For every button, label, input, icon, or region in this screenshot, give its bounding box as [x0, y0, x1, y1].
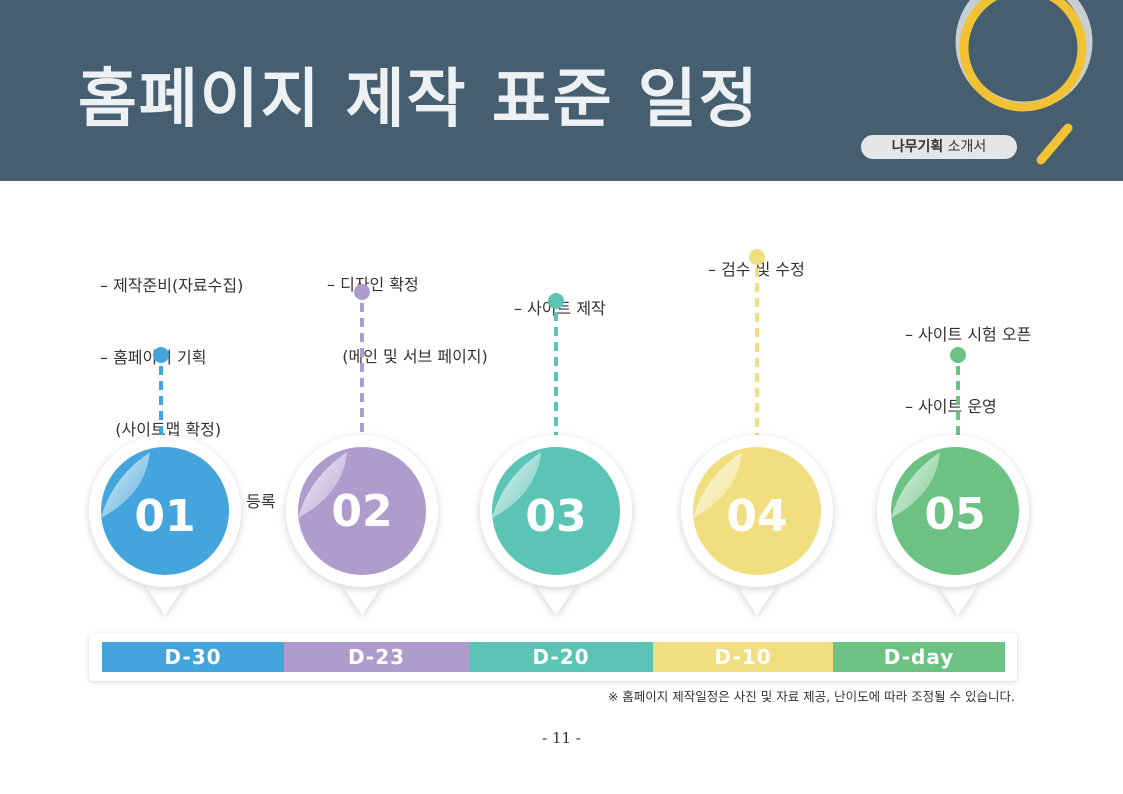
- page-curl-icon: [693, 452, 742, 518]
- stage-5-marker: 05: [877, 347, 1029, 615]
- badge-company-name: 나무기획: [891, 139, 944, 155]
- note-line: – 사이트 시험 오픈: [905, 325, 1032, 344]
- stage-4-marker: 04: [681, 249, 833, 615]
- company-badge: 나무기획 소개서: [861, 135, 1017, 159]
- timeline-segment-d20: D-20: [469, 642, 653, 672]
- header-band: 홈페이지 제작 표준 일정 나무기획 소개서: [0, 0, 1123, 181]
- timeline-segment-d10: D-10: [653, 642, 833, 672]
- stage-5-notes: – 사이트 시험 오픈 – 사이트 운영: [905, 275, 1031, 443]
- stage-4-notes: – 검수 및 수정: [708, 210, 805, 306]
- stage-1-marker: 01: [89, 347, 241, 615]
- stage-3-number: 03: [525, 491, 586, 542]
- page-number: - 11 -: [542, 729, 581, 747]
- magnifier-decoration-icon: [955, 0, 1093, 165]
- stage-4-dot: [749, 249, 765, 265]
- stage-1-dot: [153, 347, 169, 363]
- note-line: (메인 및 서브 페이지): [327, 347, 488, 366]
- stage-2-number: 02: [331, 486, 392, 537]
- page-curl-icon: [492, 452, 541, 518]
- stage-4-number: 04: [726, 491, 787, 542]
- timeline-segment-d23: D-23: [284, 642, 469, 672]
- note-line: – 검수 및 수정: [708, 260, 805, 279]
- note-line: – 사이트 운영: [905, 397, 997, 416]
- stage-5-number: 05: [924, 489, 985, 540]
- stage-2-notes: – 디자인 확정 (메인 및 서브 페이지): [327, 225, 488, 393]
- page-curl-icon: [891, 452, 940, 518]
- page-curl-icon: [101, 452, 150, 518]
- stage-2-marker: 02: [286, 284, 438, 615]
- note-line: – 제작준비(자료수집): [100, 276, 244, 295]
- stage-3-marker: 03: [480, 293, 632, 615]
- note-line: (사이트맵 확정): [115, 420, 222, 439]
- stage-3-dot: [548, 293, 564, 309]
- page-curl-icon: [298, 452, 347, 518]
- stage-1-number: 01: [134, 491, 195, 542]
- timeline-segment-d30: D-30: [102, 642, 284, 672]
- schedule-footnote: ※ 홈페이지 제작일정은 사진 및 자료 제공, 난이도에 따라 조정될 수 있…: [607, 689, 1015, 704]
- note-line: – 디자인 확정: [327, 275, 419, 294]
- stage-2-dot: [354, 284, 370, 300]
- page-title: 홈페이지 제작 표준 일정: [78, 63, 760, 137]
- stage-5-dot: [950, 347, 966, 363]
- timeline-segment-dday: D-day: [833, 642, 1005, 672]
- badge-label: 소개서: [943, 139, 987, 155]
